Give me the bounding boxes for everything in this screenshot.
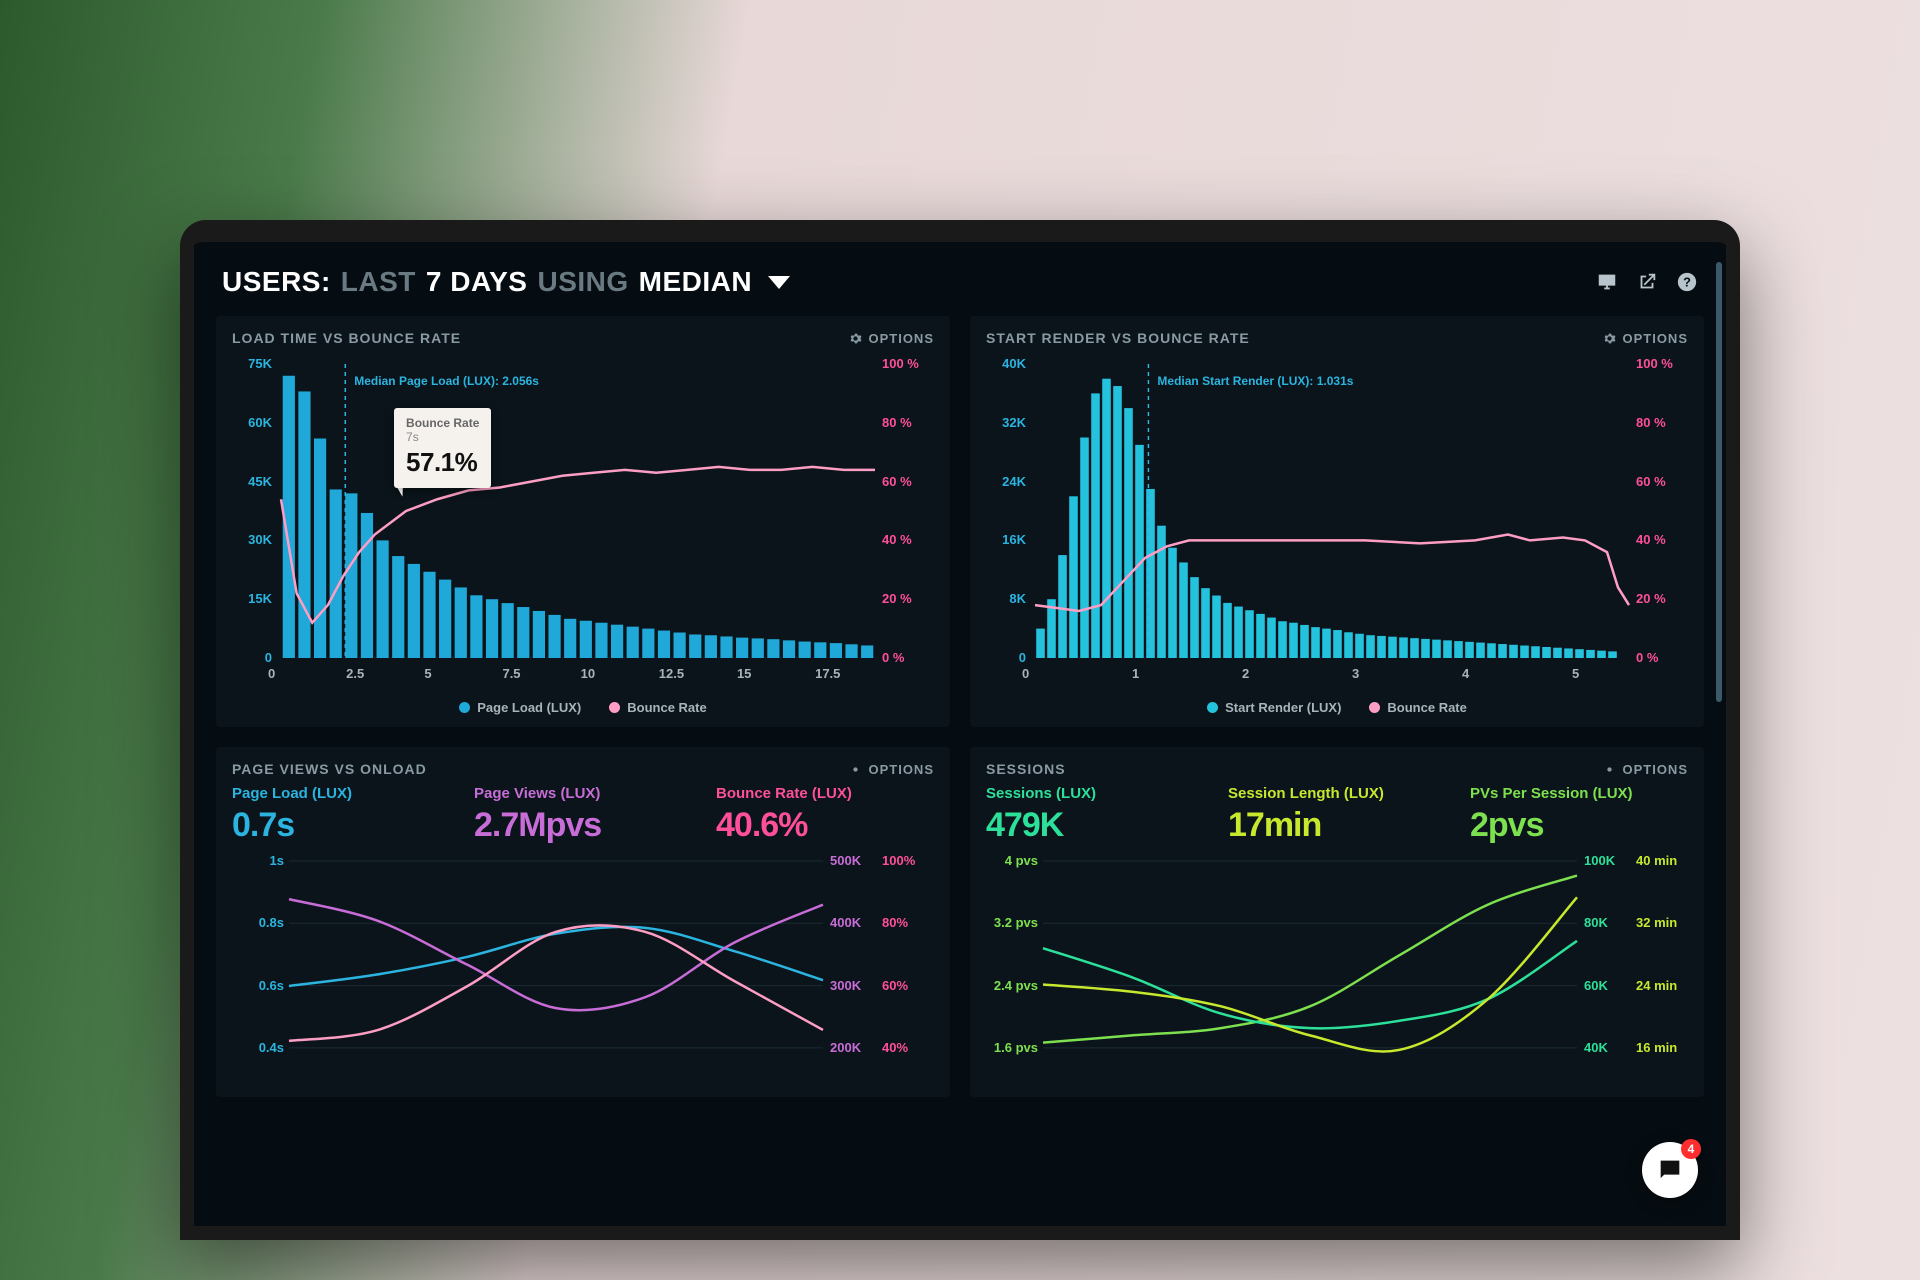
metric: Page Load (LUX) 0.7s <box>232 785 450 845</box>
panel-start-render: START RENDER VS BOUNCE RATE OPTIONS 40K3… <box>970 316 1704 727</box>
legend-label: Bounce Rate <box>627 700 706 715</box>
panel-title: START RENDER VS BOUNCE RATE <box>986 330 1250 346</box>
options-button[interactable]: OPTIONS <box>1603 331 1688 346</box>
metric-value: 2pvs <box>1470 806 1688 845</box>
title-mid1: LAST <box>341 266 416 298</box>
dashboard-screen: USERS: LAST 7 DAYS USING MEDIAN ? LOAD T… <box>194 242 1726 1226</box>
legend-label: Page Load (LUX) <box>477 700 581 715</box>
panel-sessions: SESSIONS OPTIONS Sessions (LUX)479KSessi… <box>970 747 1704 1097</box>
metric-label: Session Length (LUX) <box>1228 785 1446 802</box>
metric-label: Sessions (LUX) <box>986 785 1204 802</box>
panel-title: SESSIONS <box>986 761 1066 777</box>
metric-label: Page Views (LUX) <box>474 785 692 802</box>
legend: Page Load (LUX) Bounce Rate <box>232 700 934 715</box>
metric-value: 17min <box>1228 806 1446 845</box>
gear-icon <box>1603 763 1616 776</box>
load-time-chart[interactable]: 75K60K45K30K15K0100 %80 %60 %40 %20 %0 %… <box>232 354 934 694</box>
panel-title: PAGE VIEWS VS ONLOAD <box>232 761 427 777</box>
options-button[interactable]: OPTIONS <box>849 762 934 777</box>
share-icon[interactable] <box>1636 271 1658 293</box>
metric: Bounce Rate (LUX) 40.6% <box>716 785 934 845</box>
monitor-icon[interactable] <box>1596 271 1618 293</box>
chat-icon <box>1656 1156 1684 1184</box>
chat-button[interactable]: 4 <box>1642 1142 1698 1198</box>
title-bold2: MEDIAN <box>639 266 752 298</box>
metric: Session Length (LUX) 17min <box>1228 785 1446 845</box>
metric: PVs Per Session (LUX) 2pvs <box>1470 785 1688 845</box>
metric-value: 479K <box>986 806 1204 845</box>
header-icons: ? <box>1596 271 1698 293</box>
scrollbar[interactable] <box>1716 262 1722 702</box>
help-icon[interactable]: ? <box>1676 271 1698 293</box>
legend-label: Bounce Rate <box>1387 700 1466 715</box>
tooltip: Bounce Rate7s57.1% <box>394 408 491 488</box>
metrics-row: Sessions (LUX) 479K Session Length (LUX) 17… <box>986 785 1688 845</box>
panel-load-time: LOAD TIME VS BOUNCE RATE OPTIONS 75K60K4… <box>216 316 950 727</box>
gear-icon <box>849 763 862 776</box>
metric-value: 0.7s <box>232 806 450 845</box>
header: USERS: LAST 7 DAYS USING MEDIAN ? <box>216 260 1704 316</box>
metric-value: 40.6% <box>716 806 934 845</box>
options-button[interactable]: OPTIONS <box>849 331 934 346</box>
metric: Sessions (LUX) 479K <box>986 785 1204 845</box>
svg-text:?: ? <box>1683 275 1691 290</box>
panel-title: LOAD TIME VS BOUNCE RATE <box>232 330 461 346</box>
laptop-frame: USERS: LAST 7 DAYS USING MEDIAN ? LOAD T… <box>180 220 1740 1240</box>
legend: Start Render (LUX) Bounce Rate <box>986 700 1688 715</box>
title-bold1: 7 DAYS <box>426 266 528 298</box>
panels-grid: LOAD TIME VS BOUNCE RATE OPTIONS 75K60K4… <box>216 316 1704 1097</box>
title-mid2: USING <box>537 266 628 298</box>
metric-label: Bounce Rate (LUX) <box>716 785 934 802</box>
legend-label: Start Render (LUX) <box>1225 700 1341 715</box>
start-render-chart[interactable]: 40K32K24K16K8K0100 %80 %60 %40 %20 %0 %0… <box>986 354 1688 694</box>
title-prefix: USERS: <box>222 266 331 298</box>
metrics-row: Page Load (LUX) 0.7s Page Views (LUX) 2.7Mp… <box>232 785 934 845</box>
gear-icon <box>849 332 862 345</box>
metric-value: 2.7Mpvs <box>474 806 692 845</box>
metric-label: PVs Per Session (LUX) <box>1470 785 1688 802</box>
page-title-dropdown[interactable]: USERS: LAST 7 DAYS USING MEDIAN <box>222 266 790 298</box>
panel-page-views: PAGE VIEWS VS ONLOAD OPTIONS Page Load (… <box>216 747 950 1097</box>
notification-badge: 4 <box>1681 1139 1701 1159</box>
page-views-chart[interactable]: 1s0.8s0.6s0.4s500K100%400K80%300K60%200K… <box>232 855 934 1085</box>
metric: Page Views (LUX) 2.7Mpvs <box>474 785 692 845</box>
sessions-chart[interactable]: 4 pvs3.2 pvs2.4 pvs1.6 pvs100K40 min80K3… <box>986 855 1688 1085</box>
gear-icon <box>1603 332 1616 345</box>
options-button[interactable]: OPTIONS <box>1603 762 1688 777</box>
chevron-down-icon <box>768 276 790 289</box>
metric-label: Page Load (LUX) <box>232 785 450 802</box>
